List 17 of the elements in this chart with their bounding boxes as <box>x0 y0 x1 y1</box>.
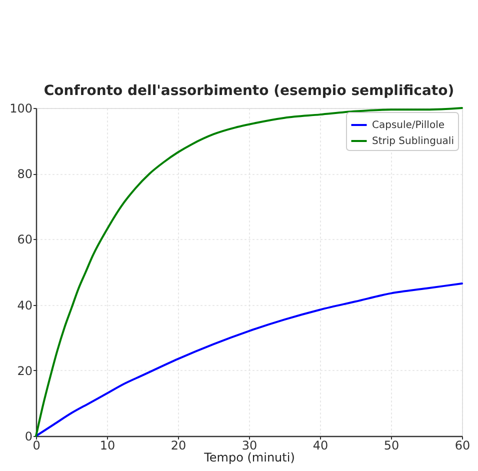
legend-label: Capsule/Pillole <box>372 120 444 131</box>
line-series <box>35 107 463 437</box>
y-tick-label: 0 <box>24 430 32 444</box>
x-tick-label: 20 <box>170 438 186 452</box>
legend-label: Strip Sublinguali <box>372 136 454 147</box>
x-tick-label: 50 <box>384 438 400 452</box>
y-tick-label: 80 <box>17 167 32 182</box>
x-tick-label: 60 <box>454 438 470 452</box>
x-tick-label: 40 <box>312 438 328 452</box>
y-tick-label: 100 <box>10 102 32 116</box>
y-tick-label: 40 <box>17 298 32 312</box>
x-tick-label: 30 <box>242 438 258 452</box>
x-axis-title: Tempo (minuti) <box>203 450 295 464</box>
y-tick-label: 60 <box>17 232 32 247</box>
x-tick-label: 10 <box>100 438 116 452</box>
y-tick-label: 20 <box>17 364 32 378</box>
chart-title: Confronto dell'assorbimento (esempio semplificato) <box>44 83 454 99</box>
